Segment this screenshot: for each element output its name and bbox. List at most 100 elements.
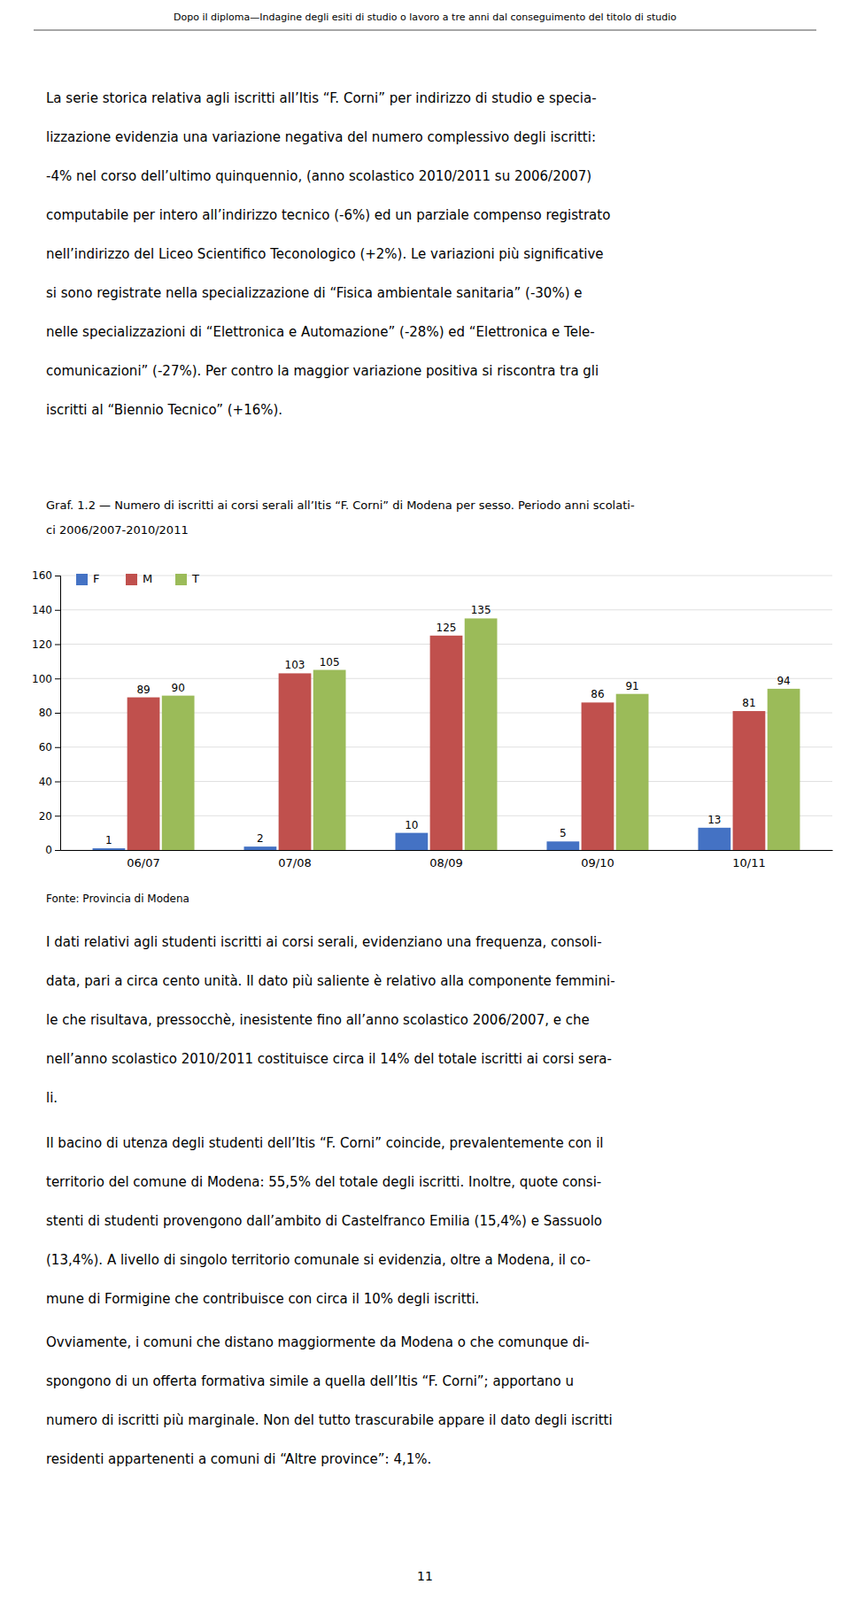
y-tick: 140: [31, 603, 61, 617]
y-tick: 80: [38, 706, 61, 719]
y-axis-line: [54, 576, 62, 851]
header-rule: [33, 30, 817, 31]
data-label: 105: [319, 656, 340, 669]
bar: [430, 635, 464, 850]
y-tick-mark: [54, 850, 61, 851]
grid: [60, 575, 833, 850]
data-label: 91: [625, 680, 639, 693]
y-tick-label: 160: [31, 569, 53, 582]
bar: [127, 697, 161, 850]
paragraph-line: residenti appartenenti a comuni di “Altr…: [46, 1451, 432, 1468]
bar: [278, 672, 312, 850]
y-tick: 120: [31, 638, 61, 651]
x-axis-line: [61, 850, 834, 851]
bar: [581, 702, 615, 850]
bar: [546, 841, 580, 850]
bar-series: [127, 635, 766, 850]
y-tick: 0: [45, 843, 61, 857]
y-tick-label: 60: [38, 741, 53, 754]
x-axis: 06/07 07/08 08/09 09/10 10/11: [61, 850, 834, 870]
legend-label: T: [191, 571, 200, 586]
y-tick: 160: [31, 569, 61, 582]
bar: [616, 694, 650, 850]
y-tick-label: 120: [31, 638, 53, 651]
y-tick-mark: [54, 781, 61, 783]
y-tick-mark: [54, 815, 61, 817]
y-tick-mark: [54, 678, 61, 680]
data-label: 89: [136, 683, 150, 696]
legend-label: F: [92, 571, 100, 586]
page: Dopo il diploma—Indagine degli esiti di …: [0, 0, 850, 1600]
x-tick: 09/10: [580, 850, 614, 870]
bar: [733, 710, 766, 850]
y-tick-label: 40: [38, 775, 53, 789]
x-tick: 07/08: [278, 850, 311, 870]
legend-item: F: [76, 571, 100, 586]
x-tick-label: 09/10: [580, 856, 614, 870]
paragraph-line: (13,4%). A livello di singolo territorio…: [46, 1251, 591, 1268]
bar: [313, 670, 347, 850]
paragraph-line: nelle specializzazioni di “Elettronica e…: [46, 324, 595, 340]
bar-series: [162, 618, 801, 850]
y-axis: 0 20 40 60 80 100 120 140 160: [31, 569, 61, 857]
paragraph-line: I dati relativi agli studenti iscritti a…: [46, 934, 603, 951]
chart-caption: ci 2006/2007-2010/2011: [46, 523, 189, 537]
bar: [767, 688, 801, 850]
chart-source: Fonte: Provincia di Modena: [46, 892, 190, 905]
data-label: 1: [105, 834, 113, 847]
grid-line: [60, 609, 833, 611]
paragraph-line: La serie storica relativa agli iscritti …: [46, 90, 597, 107]
data-label: 90: [171, 681, 186, 695]
chart: 0204060801001201401601210513891031258681…: [31, 569, 833, 870]
y-tick: 40: [38, 775, 61, 789]
paragraph-line: mune di Formigine che contribuisce con c…: [46, 1290, 480, 1307]
data-label: 81: [741, 696, 756, 710]
bar: [92, 848, 126, 850]
y-tick-label: 0: [45, 843, 53, 857]
data-label: 10: [404, 819, 418, 832]
y-tick-mark: [54, 644, 61, 646]
page-number: 11: [417, 1568, 433, 1584]
paragraph-line: territorio del comune di Modena: 55,5% d…: [46, 1174, 602, 1190]
paragraph-line: data, pari a circa cento unità. Il dato …: [46, 973, 616, 990]
x-tick-label: 08/09: [429, 856, 463, 870]
legend-swatch: [125, 573, 138, 586]
paragraph-line: si sono registrate nella specializzazion…: [46, 285, 582, 302]
data-label: 135: [471, 603, 492, 617]
y-tick-label: 140: [31, 603, 53, 617]
header: Dopo il diploma—Indagine degli esiti di …: [173, 11, 677, 24]
paragraph-line: li.: [46, 1089, 58, 1106]
data-label: 5: [559, 826, 567, 840]
legend-item: M: [125, 571, 153, 586]
data-label: 86: [590, 687, 604, 701]
bar: [464, 618, 498, 850]
y-tick-label: 20: [38, 810, 53, 823]
data-label: 103: [285, 658, 306, 672]
y-tick: 60: [38, 741, 61, 754]
legend-swatch: [175, 573, 187, 586]
paragraph-line: Il bacino di utenza degli studenti dell’…: [46, 1135, 603, 1152]
data-label: 94: [776, 674, 790, 688]
bar: [244, 846, 278, 850]
paragraph-line: le che risultava, pressocchè, inesistent…: [46, 1012, 590, 1028]
y-tick-label: 80: [38, 706, 53, 719]
bar: [697, 827, 731, 850]
legend-label: M: [142, 571, 153, 586]
paragraph-line: nell’anno scolastico 2010/2011 costituis…: [46, 1050, 612, 1067]
x-tick-label: 06/07: [126, 856, 160, 870]
paragraph-line: comunicazioni” (-27%). Per contro la mag…: [46, 363, 599, 379]
data-label: 13: [707, 813, 721, 827]
x-tick: 06/07: [126, 850, 160, 870]
paragraph-line: spongono di un offerta formativa simile …: [46, 1373, 574, 1390]
x-tick-label: 10/11: [732, 856, 765, 870]
y-tick-mark: [54, 575, 61, 577]
paragraph-line: stenti di studenti provengono dall’ambit…: [46, 1213, 603, 1229]
data-label: 2: [256, 832, 264, 845]
legend-swatch: [76, 573, 88, 586]
bar: [162, 695, 195, 850]
bars: [92, 618, 801, 850]
legend: FMT: [76, 571, 200, 586]
y-tick-label: 100: [31, 672, 53, 686]
paragraph-line: nell’indirizzo del Liceo Scientifico Tec…: [46, 246, 604, 263]
paragraph-line: numero di iscritti più marginale. Non de…: [46, 1412, 613, 1429]
